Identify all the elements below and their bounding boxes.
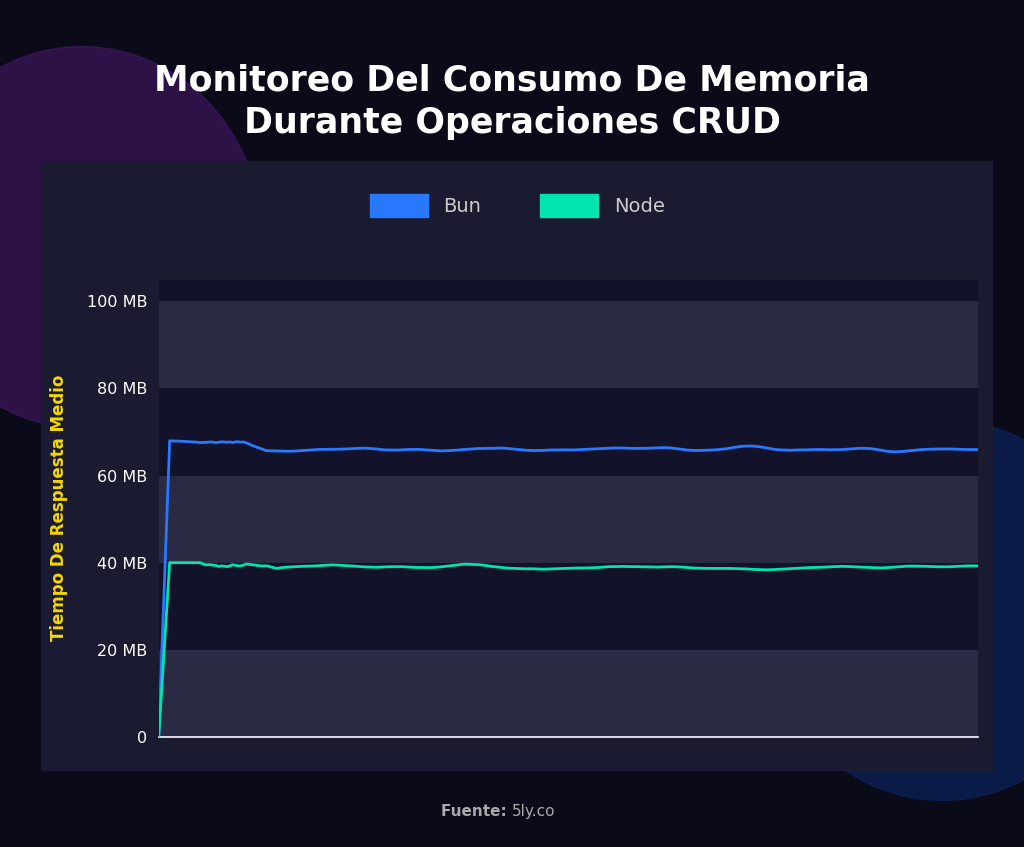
Text: Durante Operaciones CRUD: Durante Operaciones CRUD xyxy=(244,106,780,140)
Legend: Bun, Node: Bun, Node xyxy=(361,185,673,225)
Bar xyxy=(159,650,978,737)
Text: Monitoreo Del Consumo De Memoria: Monitoreo Del Consumo De Memoria xyxy=(154,64,870,97)
Y-axis label: Tiempo De Respuesta Medio: Tiempo De Respuesta Medio xyxy=(50,375,68,641)
Text: Fuente:: Fuente: xyxy=(441,804,512,819)
Bar xyxy=(159,475,978,562)
Ellipse shape xyxy=(0,47,261,428)
Text: 5ly.co: 5ly.co xyxy=(512,804,555,819)
FancyBboxPatch shape xyxy=(17,146,1017,786)
Bar xyxy=(159,562,978,650)
Bar xyxy=(159,302,978,389)
Bar xyxy=(159,389,978,475)
Ellipse shape xyxy=(763,419,1024,800)
